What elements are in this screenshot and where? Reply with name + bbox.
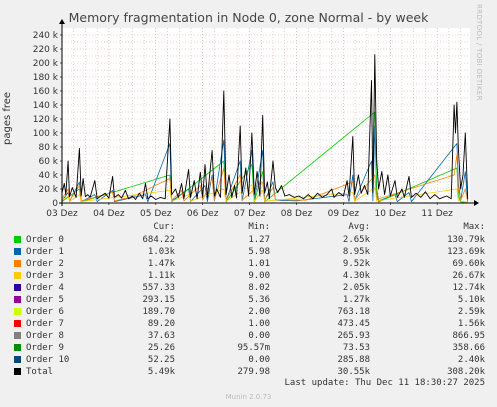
y-axis-arrow bbox=[59, 19, 65, 24]
y-axis-label: pages free bbox=[2, 91, 13, 145]
x-tick-label: 09 Dez bbox=[328, 209, 360, 219]
rrdtool-credit: RRDTOOL / TOBI OETIKER bbox=[475, 4, 483, 101]
x-tick-labels: 03 Dez 04 Dez 05 Dez 06 Dez 07 Dez 08 Dez 09 D… bbox=[46, 203, 453, 219]
y-tick-label: 60 k bbox=[38, 157, 58, 167]
x-tick-label: 07 Dez bbox=[234, 209, 266, 219]
x-tick-label: 04 Dez bbox=[93, 209, 125, 219]
y-tick-label: 120 k bbox=[33, 115, 59, 125]
x-tick-label: 03 Dez bbox=[46, 209, 78, 219]
series-line-total bbox=[61, 54, 469, 200]
y-tick-labels: 0 20 k 40 k 60 k 80 k 100 k 120 k 140 k 160 k 180… bbox=[33, 31, 62, 209]
y-tick-label: 220 k bbox=[33, 45, 59, 55]
chart-title: Memory fragmentation in Node 0, zone Nor… bbox=[68, 10, 429, 25]
x-tick-label: 08 Dez bbox=[281, 209, 313, 219]
chart-series bbox=[61, 54, 469, 203]
y-tick-label: 20 k bbox=[38, 185, 58, 195]
x-axis-arrow bbox=[474, 200, 479, 206]
x-tick-label: 06 Dez bbox=[187, 209, 219, 219]
y-tick-label: 180 k bbox=[33, 73, 59, 83]
y-tick-label: 40 k bbox=[38, 171, 58, 181]
y-tick-label: 240 k bbox=[33, 31, 59, 41]
last-update: Last update: Thu Dec 11 18:30:27 2025 bbox=[284, 378, 485, 388]
y-tick-label: 0 bbox=[52, 199, 58, 209]
series-line-order-3 bbox=[61, 184, 468, 203]
chart-axes bbox=[59, 19, 479, 206]
y-tick-label: 200 k bbox=[33, 59, 59, 69]
grid-lines bbox=[62, 28, 470, 203]
x-tick-label: 10 Dez bbox=[375, 209, 407, 219]
y-tick-label: 140 k bbox=[33, 101, 59, 111]
y-tick-label: 100 k bbox=[33, 129, 59, 139]
munin-version: Munin 2.0.73 bbox=[225, 393, 272, 401]
x-tick-label: 05 Dez bbox=[140, 209, 172, 219]
y-tick-label: 160 k bbox=[33, 87, 59, 97]
y-tick-label: 80 k bbox=[38, 143, 58, 153]
x-tick-label: 11 Dez bbox=[421, 209, 453, 219]
